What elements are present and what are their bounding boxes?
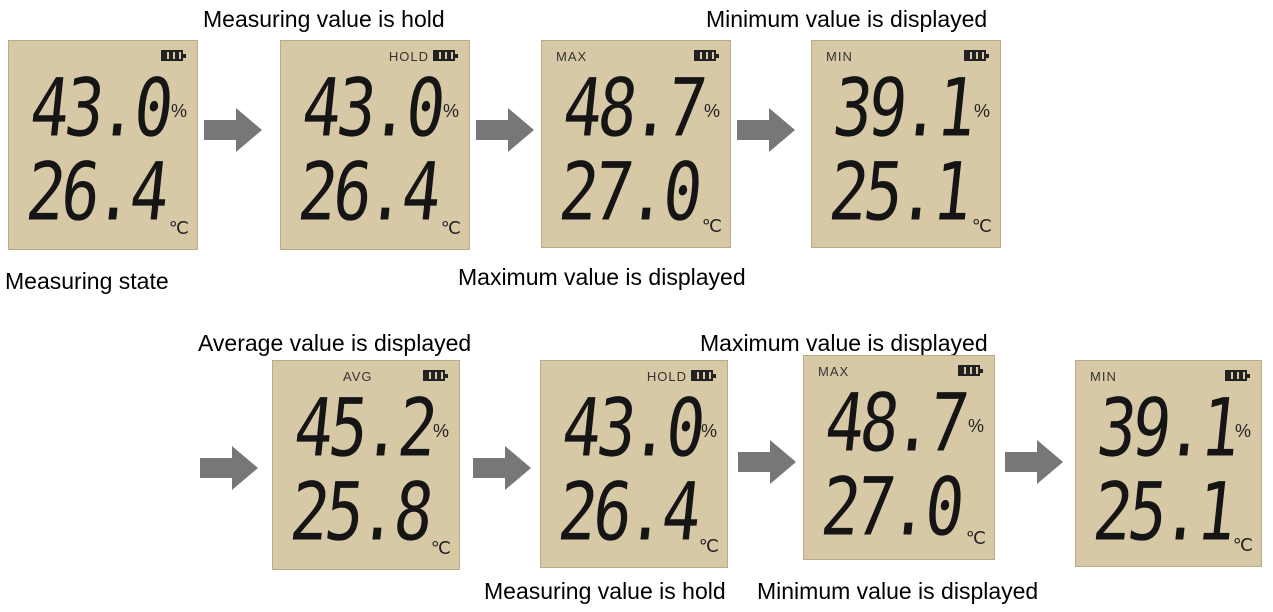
temperature-reading: 26.4 xyxy=(23,153,170,233)
battery-icon xyxy=(694,50,716,61)
temperature-unit: ℃ xyxy=(441,218,461,239)
temperature-reading: 25.1 xyxy=(826,153,973,233)
humidity-reading: 48.7 xyxy=(560,69,707,149)
mode-indicator: AVG xyxy=(343,369,373,384)
battery-icon xyxy=(1225,370,1247,381)
lcd-screen: HOLD 43.0% 26.4℃ xyxy=(540,360,728,568)
temperature-reading: 25.1 xyxy=(1090,473,1237,553)
temperature-unit: ℃ xyxy=(431,538,451,559)
diagram: Measuring value is hold Minimum value is … xyxy=(0,0,1273,612)
caption: Maximum value is displayed xyxy=(458,266,746,289)
humidity-reading: 43.0 xyxy=(27,69,174,149)
caption: Maximum value is displayed xyxy=(700,332,988,355)
humidity-reading: 43.0 xyxy=(299,69,446,149)
arrow xyxy=(738,440,796,484)
mode-indicator: HOLD xyxy=(647,369,687,384)
caption: Average value is displayed xyxy=(198,332,471,355)
temperature-reading: 26.4 xyxy=(555,473,702,553)
lcd-screen: HOLD 43.0% 26.4℃ xyxy=(280,40,470,250)
arrow xyxy=(737,108,795,152)
lcd-screen: MIN 39.1% 25.1℃ xyxy=(1075,360,1262,567)
lcd-screen: MIN 39.1% 25.1℃ xyxy=(811,40,1001,248)
humidity-unit: % xyxy=(1235,421,1251,442)
battery-icon xyxy=(691,370,713,381)
temperature-unit: ℃ xyxy=(1233,535,1253,556)
temperature-unit: ℃ xyxy=(972,216,992,237)
humidity-reading: 39.1 xyxy=(1094,389,1241,469)
humidity-unit: % xyxy=(171,101,187,122)
battery-icon xyxy=(433,50,455,61)
arrow xyxy=(476,108,534,152)
lcd-screen: 43.0% 26.4℃ xyxy=(8,40,198,250)
caption: Measuring value is hold xyxy=(203,8,445,31)
battery-icon xyxy=(423,370,445,381)
mode-indicator: MAX xyxy=(818,364,849,379)
humidity-reading: 39.1 xyxy=(830,69,977,149)
humidity-unit: % xyxy=(974,101,990,122)
mode-indicator: HOLD xyxy=(389,49,429,64)
humidity-unit: % xyxy=(968,416,984,437)
battery-icon xyxy=(958,365,980,376)
temperature-reading: 25.8 xyxy=(287,473,434,553)
caption: Measuring state xyxy=(5,270,169,293)
humidity-unit: % xyxy=(443,101,459,122)
lcd-screen: MAX 48.7% 27.0℃ xyxy=(803,355,995,560)
temperature-reading: 27.0 xyxy=(556,153,703,233)
temperature-reading: 27.0 xyxy=(818,468,965,548)
temperature-unit: ℃ xyxy=(702,216,722,237)
mode-indicator: MIN xyxy=(826,49,853,64)
temperature-unit: ℃ xyxy=(169,218,189,239)
mode-indicator: MIN xyxy=(1090,369,1117,384)
humidity-unit: % xyxy=(704,101,720,122)
humidity-unit: % xyxy=(701,421,717,442)
humidity-reading: 48.7 xyxy=(822,384,969,464)
arrow xyxy=(200,446,258,490)
battery-icon xyxy=(161,50,183,61)
caption: Minimum value is displayed xyxy=(757,580,1038,603)
temperature-reading: 26.4 xyxy=(295,153,442,233)
temperature-unit: ℃ xyxy=(699,536,719,557)
arrow xyxy=(1005,440,1063,484)
caption: Measuring value is hold xyxy=(484,580,726,603)
battery-icon xyxy=(964,50,986,61)
lcd-screen: AVG 45.2% 25.8℃ xyxy=(272,360,460,570)
temperature-unit: ℃ xyxy=(966,528,986,549)
caption: Minimum value is displayed xyxy=(706,8,987,31)
arrow xyxy=(473,446,531,490)
humidity-reading: 43.0 xyxy=(559,389,706,469)
mode-indicator: MAX xyxy=(556,49,587,64)
humidity-unit: % xyxy=(433,421,449,442)
arrow xyxy=(204,108,262,152)
lcd-screen: MAX 48.7% 27.0℃ xyxy=(541,40,731,248)
humidity-reading: 45.2 xyxy=(291,389,438,469)
